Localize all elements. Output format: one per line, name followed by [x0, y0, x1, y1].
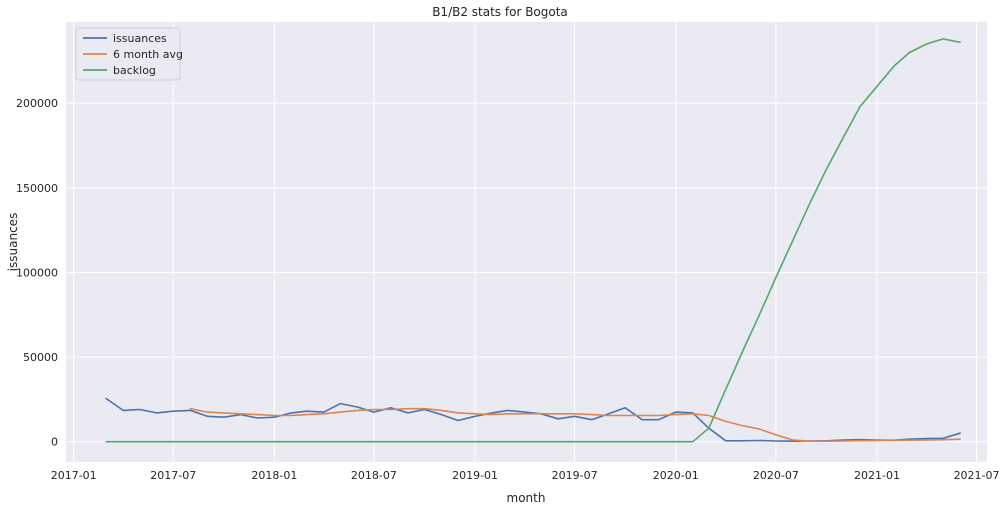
- x-tick-label: 2018-01: [251, 469, 297, 482]
- x-axis-title: month: [507, 491, 546, 505]
- x-tick-label: 2019-01: [452, 469, 498, 482]
- series-line-6-month-avg: [189, 407, 961, 443]
- legend-label: backlog: [113, 64, 156, 77]
- x-tick-label: 2018-07: [351, 469, 397, 482]
- legend-box: [75, 27, 181, 81]
- y-tick-label: 0: [51, 436, 58, 449]
- plot-area: [66, 22, 987, 462]
- x-tick-label: 2021-01: [854, 469, 900, 482]
- x-tick-label: 2019-07: [552, 469, 598, 482]
- x-tick-labels: 2017-01 2017-07 2018-01 2018-07 2019-01 2019-…: [51, 469, 1000, 482]
- series-line-backlog: [105, 38, 961, 443]
- x-tick-label: 2020-01: [653, 469, 699, 482]
- legend-label: issuances: [113, 32, 167, 45]
- chart-title: B1/B2 stats for Bogota: [432, 5, 568, 19]
- y-tick-label: 150000: [16, 182, 58, 195]
- x-tick-label: 2020-07: [753, 469, 799, 482]
- y-axis-title: issuances: [6, 213, 20, 272]
- y-tick-label: 100000: [16, 266, 58, 279]
- x-tick-label: 2021-07: [954, 469, 1000, 482]
- y-tick-label: 200000: [16, 97, 58, 110]
- series-lines: [105, 38, 961, 443]
- legend: issuances 6 month avg backlog: [75, 27, 183, 81]
- x-tick-label: 2017-07: [150, 469, 196, 482]
- y-tick-labels: 0 50000 100000 150000 200000: [16, 97, 58, 448]
- legend-label: 6 month avg: [113, 48, 183, 61]
- x-tick-label: 2017-01: [51, 469, 97, 482]
- y-tick-label: 50000: [23, 351, 58, 364]
